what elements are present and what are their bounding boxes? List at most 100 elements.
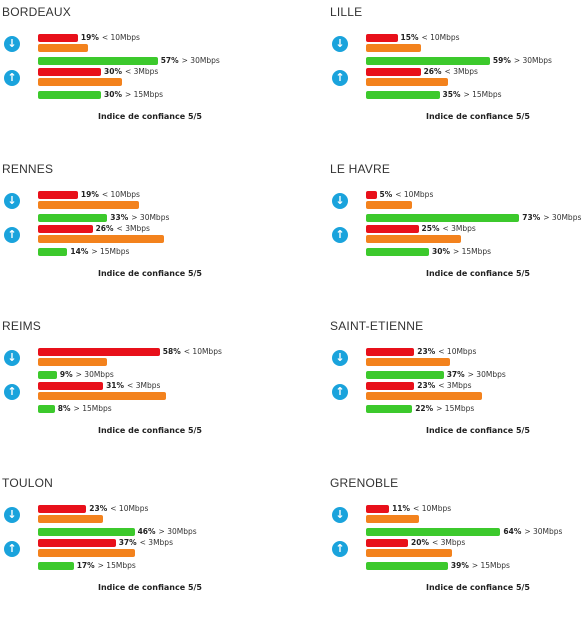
upload-slow-label: 23% < 3Mbps: [417, 381, 472, 390]
city-title: BORDEAUX: [2, 5, 71, 19]
upload-mid-bar: [38, 235, 164, 243]
confidence-index: Indice de confiance 5/5: [426, 269, 530, 278]
threshold-label: > 15Mbps: [124, 90, 164, 99]
upload-slow-bar: [38, 382, 104, 390]
upload-fast-label: 17% > 15Mbps: [76, 561, 136, 570]
threshold-label: > 30Mbps: [131, 213, 170, 222]
percent-value: 31: [106, 381, 117, 390]
download-fast-bar: [366, 371, 444, 379]
download-fast-bar: [366, 57, 490, 65]
download-slow-label: 15% < 10Mbps: [400, 33, 460, 42]
threshold-label: > 15Mbps: [452, 247, 492, 256]
percent-value: 17: [76, 561, 88, 570]
city-card: TOULON ↓ ↑ 23% < 10Mbps 46% > 30Mbps 37% < 3Mbps…: [2, 476, 262, 626]
download-slow-bar: [366, 505, 390, 513]
percent-value: 30: [104, 90, 115, 99]
upload-slow-bar: [38, 68, 101, 76]
threshold-label: < 10Mbps: [183, 347, 222, 356]
download-fast-label: 37% > 30Mbps: [446, 370, 506, 379]
threshold-label: < 3Mbps: [116, 224, 150, 233]
percent-value: 39: [450, 561, 462, 570]
percent-value: 11: [392, 504, 403, 513]
upload-slow-label: 37% < 3Mbps: [118, 538, 173, 547]
upload-slow-bar: [366, 539, 408, 547]
city-title: LILLE: [330, 5, 363, 19]
download-fast-bar: [38, 57, 158, 65]
download-slow-label: 23% < 10Mbps: [89, 504, 149, 513]
download-fast-label: 46% > 30Mbps: [137, 527, 197, 536]
download-slow-bar: [38, 505, 87, 513]
percent-value: 26: [95, 224, 107, 233]
arrow-up-icon: ↑: [4, 227, 20, 243]
upload-slow-bar: [366, 225, 419, 233]
download-fast-bar: [38, 528, 135, 536]
upload-mid-bar: [366, 235, 461, 243]
download-slow-label: 19% < 10Mbps: [80, 33, 140, 42]
upload-fast-bar: [366, 248, 429, 256]
upload-slow-label: 20% < 3Mbps: [411, 538, 466, 547]
arrow-down-icon: ↓: [332, 350, 348, 366]
arrow-down-icon: ↓: [332, 36, 348, 52]
upload-fast-bar: [38, 248, 68, 256]
arrow-up-icon: ↑: [332, 70, 348, 86]
threshold-label: > 30Mbps: [158, 527, 197, 536]
city-card: RENNES ↓ ↑ 19% < 10Mbps 33% > 30Mbps 26% < 3Mbps…: [2, 162, 262, 312]
threshold-label: > 15Mbps: [97, 561, 136, 570]
threshold-label: < 10Mbps: [110, 504, 149, 513]
upload-fast-label: 30% > 15Mbps: [104, 90, 164, 99]
threshold-label: < 3Mbps: [444, 67, 478, 76]
upload-slow-label: 26% < 3Mbps: [423, 67, 478, 76]
upload-slow-bar: [38, 225, 93, 233]
confidence-index: Indice de confiance 5/5: [426, 426, 530, 435]
city-card: REIMS ↓ ↑ 58% < 10Mbps 9% > 30Mbps 31% < 3Mbps 8%…: [2, 319, 262, 469]
upload-fast-bar: [366, 562, 448, 570]
threshold-label: > 30Mbps: [75, 370, 114, 379]
percent-value: 23: [417, 347, 428, 356]
city-title: REIMS: [2, 319, 42, 333]
threshold-label: > 30Mbps: [524, 527, 563, 536]
arrow-up-icon: ↑: [4, 70, 20, 86]
download-slow-bar: [38, 191, 78, 199]
download-fast-label: 73% > 30Mbps: [522, 213, 582, 222]
city-title: TOULON: [2, 476, 53, 490]
percent-value: 8: [57, 404, 64, 413]
threshold-label: < 10Mbps: [101, 190, 140, 199]
upload-slow-label: 30% < 3Mbps: [104, 67, 159, 76]
percent-value: 33: [110, 213, 121, 222]
percent-value: 57: [160, 56, 172, 65]
threshold-label: < 10Mbps: [395, 190, 434, 199]
threshold-label: < 10Mbps: [421, 33, 460, 42]
confidence-index: Indice de confiance 5/5: [98, 426, 202, 435]
percent-value: 35: [442, 90, 453, 99]
city-title: LE HAVRE: [330, 162, 391, 176]
upload-slow-label: 25% < 3Mbps: [421, 224, 476, 233]
download-mid-bar: [38, 358, 108, 366]
upload-fast-bar: [38, 405, 55, 413]
percent-value: 30: [104, 67, 115, 76]
percent-value: 22: [415, 404, 426, 413]
download-slow-label: 5% < 10Mbps: [379, 190, 434, 199]
percent-value: 20: [411, 538, 422, 547]
threshold-label: > 30Mbps: [467, 370, 506, 379]
upload-fast-label: 8% > 15Mbps: [57, 404, 112, 413]
city-card: BORDEAUX ↓ ↑ 19% < 10Mbps 57% > 30Mbps 30% < 3Mb…: [2, 5, 262, 155]
download-mid-bar: [38, 515, 104, 523]
upload-slow-label: 31% < 3Mbps: [106, 381, 161, 390]
download-fast-bar: [38, 214, 108, 222]
threshold-label: > 30Mbps: [513, 56, 552, 65]
arrow-up-icon: ↑: [332, 384, 348, 400]
upload-fast-label: 22% > 15Mbps: [415, 404, 475, 413]
download-slow-label: 58% < 10Mbps: [162, 347, 222, 356]
percent-value: 23: [417, 381, 428, 390]
download-slow-bar: [366, 348, 415, 356]
confidence-index: Indice de confiance 5/5: [98, 269, 202, 278]
upload-fast-bar: [366, 91, 440, 99]
upload-mid-bar: [366, 392, 482, 400]
threshold-label: > 15Mbps: [436, 404, 475, 413]
percent-value: 46: [137, 527, 149, 536]
download-fast-bar: [366, 214, 520, 222]
city-title: SAINT-ETIENNE: [330, 319, 424, 333]
arrow-down-icon: ↓: [4, 507, 20, 523]
city-card: GRENOBLE ↓ ↑ 11% < 10Mbps 64% > 30Mbps 20% < 3Mb…: [330, 476, 588, 626]
threshold-label: < 10Mbps: [413, 504, 452, 513]
